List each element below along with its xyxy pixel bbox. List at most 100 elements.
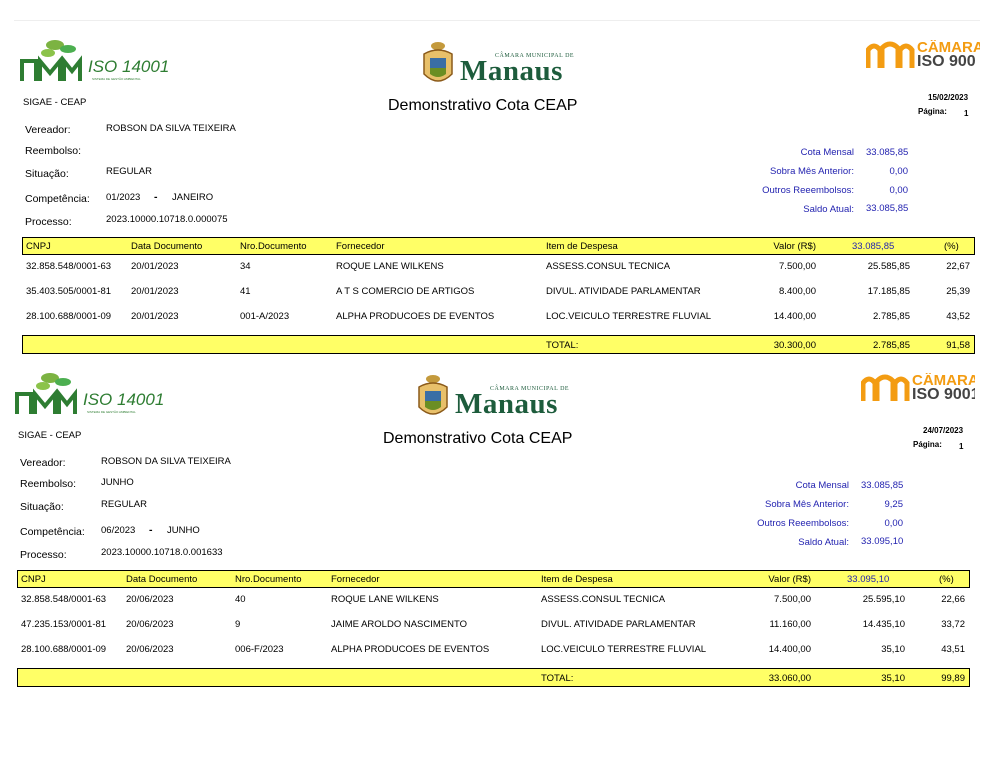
outros-value: 0,00 (884, 518, 904, 529)
header-pct: (%) (944, 241, 959, 252)
total-pct: 91,58 (946, 340, 970, 351)
cell-saldo: 17.185,85 (867, 286, 910, 297)
cell-valor: 7.500,00 (779, 261, 816, 272)
sobra-label: Sobra Mês Anterior: (765, 499, 849, 510)
iso-14001-text: ISO 14001 (83, 390, 165, 409)
header-valor: Valor (R$) (768, 574, 811, 585)
competencia-number: 06/2023 (101, 525, 136, 536)
cell-nro: 34 (240, 261, 251, 272)
cell-data: 20/01/2023 (131, 311, 179, 322)
cell-pct: 43,51 (941, 644, 965, 655)
page-label: Página: (918, 107, 947, 116)
situacao-value: REGULAR (106, 166, 152, 177)
report-title: Demonstrativo Cota CEAP (383, 430, 573, 447)
vereador-value: ROBSON DA SILVA TEIXEIRA (106, 123, 236, 134)
processo-value: 2023.10000.10718.0.000075 (106, 214, 228, 225)
report-title: Demonstrativo Cota CEAP (388, 97, 578, 114)
cell-fornecedor: ALPHA PRODUCOES DE EVENTOS (331, 644, 490, 655)
competencia-label: Competência: (20, 526, 85, 538)
total-label: TOTAL: (541, 673, 574, 684)
cell-data: 20/06/2023 (126, 644, 174, 655)
total-saldo: 2.785,85 (873, 340, 910, 351)
reembolso-label: Reembolso: (20, 478, 77, 490)
competencia-month: JANEIRO (172, 192, 214, 203)
report-date: 15/02/2023 (928, 93, 969, 102)
situacao-value: REGULAR (101, 499, 147, 510)
cell-pct: 33,72 (941, 619, 965, 630)
sobra-label: Sobra Mês Anterior: (770, 166, 854, 177)
cell-item: LOC.VEICULO TERRESTRE FLUVIAL (546, 311, 712, 322)
header-saldo: 33.085,85 (852, 241, 895, 252)
cell-item: DIVUL. ATIVIDADE PARLAMENTAR (541, 619, 696, 630)
cell-cnpj: 28.100.688/0001-09 (21, 644, 107, 655)
total-saldo: 35,10 (881, 673, 905, 684)
cell-pct: 43,52 (946, 311, 970, 322)
iso-14001-subtext: SISTEMA DE GESTÃO AMBIENTAL (87, 410, 136, 414)
cota-mensal-label: Cota Mensal (800, 147, 854, 158)
header-cnpj: CNPJ (26, 241, 51, 252)
competencia-number: 01/2023 (106, 192, 141, 203)
report-date: 24/07/2023 (923, 426, 964, 435)
camara-right-text: CÂMARA (917, 40, 980, 56)
header-cnpj: CNPJ (21, 574, 46, 585)
cota-mensal-value: 33.085,85 (861, 480, 904, 491)
competencia-separator: - (149, 524, 153, 536)
vereador-label: Vereador: (20, 457, 66, 469)
leaf-logo-icon (15, 373, 77, 414)
total-bar (17, 668, 970, 687)
top-divider (14, 20, 980, 21)
outros-label: Outros Reeembolsos: (757, 518, 849, 529)
processo-label: Processo: (25, 216, 72, 228)
page-label: Página: (913, 440, 942, 449)
camara-manaus-logo: CÂMARA MUNICIPAL DE Manaus (415, 373, 569, 423)
cell-nro: 006-F/2023 (235, 644, 284, 655)
cell-item: LOC.VEICULO TERRESTRE FLUVIAL (541, 644, 707, 655)
cell-fornecedor: ROQUE LANE WILKENS (336, 261, 444, 272)
total-pct: 99,89 (941, 673, 965, 684)
table-header-bar (22, 237, 975, 255)
ceap-report: ISO 14001 SISTEMA DE GESTÃO AMBIENTAL SI… (0, 353, 989, 693)
cell-fornecedor: A T S COMERCIO DE ARTIGOS (336, 286, 475, 297)
table-header-bar (17, 570, 970, 588)
cota-mensal-label: Cota Mensal (795, 480, 849, 491)
saldo-atual-label: Saldo Atual: (798, 537, 849, 548)
header-fornecedor: Fornecedor (336, 241, 385, 252)
camara-right-text: CÂMARA (912, 373, 975, 389)
cell-cnpj: 28.100.688/0001-09 (26, 311, 112, 322)
cell-valor: 8.400,00 (779, 286, 816, 297)
cell-saldo: 2.785,85 (873, 311, 910, 322)
cell-cnpj: 32.858.548/0001-63 (21, 594, 107, 605)
cell-cnpj: 47.235.153/0001-81 (21, 619, 107, 630)
sobra-value: 0,00 (889, 166, 909, 177)
cell-fornecedor: JAIME AROLDO NASCIMENTO (331, 619, 468, 630)
cell-saldo: 25.585,85 (867, 261, 910, 272)
header-saldo: 33.095,10 (847, 574, 890, 585)
cell-pct: 22,66 (941, 594, 965, 605)
header-item: Item de Despesa (541, 574, 613, 585)
camara-iso-9001-logo: CÂMARA ISO 900 (866, 40, 980, 74)
saldo-atual-label: Saldo Atual: (803, 204, 854, 215)
cell-nro: 40 (235, 594, 246, 605)
cell-item: DIVUL. ATIVIDADE PARLAMENTAR (546, 286, 701, 297)
cell-cnpj: 35.403.505/0001-81 (26, 286, 112, 297)
header-pct: (%) (939, 574, 954, 585)
saldo-atual-value: 33.085,85 (866, 203, 909, 214)
competencia-separator: - (154, 191, 158, 203)
cell-data: 20/06/2023 (126, 619, 174, 630)
competencia-label: Competência: (25, 193, 90, 205)
cell-item: ASSESS.CONSUL TECNICA (546, 261, 671, 272)
competencia-month: JUNHO (167, 525, 200, 536)
vereador-value: ROBSON DA SILVA TEIXEIRA (101, 456, 231, 467)
header-valor: Valor (R$) (773, 241, 816, 252)
cell-pct: 25,39 (946, 286, 970, 297)
iso-14001-text: ISO 14001 (88, 57, 170, 76)
building-icon (861, 374, 910, 401)
cell-fornecedor: ROQUE LANE WILKENS (331, 594, 439, 605)
iso-9001-text: ISO 900 (917, 53, 976, 70)
vereador-label: Vereador: (25, 124, 71, 136)
camara-iso-9001-logo: CÂMARA ISO 9001 (861, 373, 975, 407)
situacao-label: Situação: (25, 168, 69, 180)
cell-data: 20/01/2023 (131, 286, 179, 297)
cell-pct: 22,67 (946, 261, 970, 272)
situacao-label: Situação: (20, 501, 64, 513)
